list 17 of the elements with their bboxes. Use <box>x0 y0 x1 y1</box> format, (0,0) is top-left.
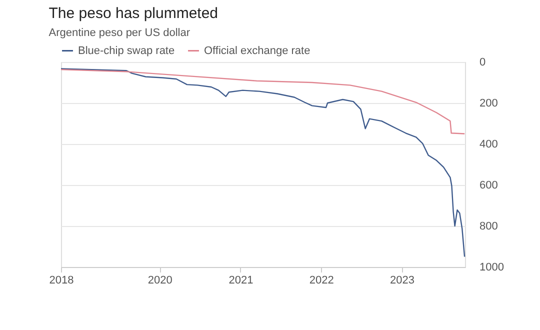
y-tick-label: 1000 <box>480 262 504 274</box>
x-tick-label: 2018 <box>49 274 74 286</box>
y-tick-label: 800 <box>480 220 498 232</box>
y-tick-label: 200 <box>480 98 498 110</box>
y-tick-label: 0 <box>480 56 486 68</box>
y-tick-label: 600 <box>480 180 498 192</box>
line-series <box>60 68 466 258</box>
line-series <box>60 68 466 134</box>
chart-title: The peso has plummeted <box>48 5 218 22</box>
legend-label: Blue-chip swap rate <box>78 44 175 57</box>
x-tick-label: 2023 <box>390 274 415 286</box>
chart-subtitle: Argentine peso per US dollar <box>48 27 190 39</box>
y-tick-label: 400 <box>480 138 498 150</box>
x-tick-label: 2020 <box>148 274 172 286</box>
x-tick-label: 2021 <box>228 274 254 286</box>
legend-label: Official exchange rate <box>204 44 310 57</box>
x-tick-label: 2022 <box>309 274 334 286</box>
